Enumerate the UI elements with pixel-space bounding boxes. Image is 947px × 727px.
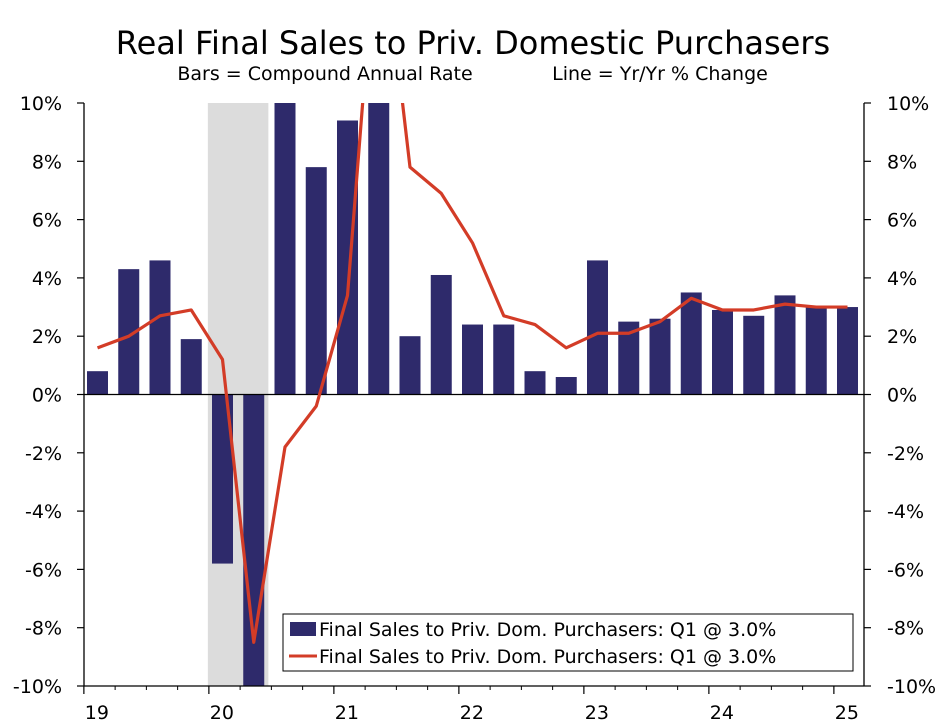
legend-bar-label: Final Sales to Priv. Dom. Purchasers: Q1… bbox=[319, 619, 776, 641]
bar-2023Q2 bbox=[618, 321, 640, 395]
y-tick-label-left: 10% bbox=[20, 93, 62, 115]
bar-2024Q1 bbox=[712, 309, 733, 395]
bar-2020Q1 bbox=[212, 394, 233, 564]
y-tick-label-left: 0% bbox=[32, 385, 62, 407]
chart-subtitle-line: Line = Yr/Yr % Change bbox=[552, 63, 768, 85]
y-tick-label-right: -4% bbox=[887, 501, 924, 523]
x-tick-label: 25 bbox=[835, 702, 859, 724]
yoy-line bbox=[96, 103, 848, 644]
y-tick-label-right: 10% bbox=[887, 93, 929, 115]
bar-2024Q3 bbox=[774, 295, 796, 395]
y-tick-label-left: 8% bbox=[32, 151, 62, 173]
bar-2022Q2 bbox=[493, 324, 515, 395]
chart-title: Real Final Sales to Priv. Domestic Purch… bbox=[116, 24, 830, 62]
bar-2020Q4 bbox=[305, 167, 327, 395]
bar-2019Q4 bbox=[180, 339, 202, 395]
y-tick-label-right: 6% bbox=[887, 210, 917, 232]
y-tick-label-left: 6% bbox=[32, 210, 62, 232]
x-tick-label: 24 bbox=[710, 702, 734, 724]
bar-2019Q2 bbox=[118, 269, 140, 395]
bar-2025Q1 bbox=[837, 307, 858, 395]
y-tick-label-right: 4% bbox=[887, 268, 917, 290]
y-tick-label-right: -8% bbox=[887, 618, 924, 640]
x-tick-label: 22 bbox=[460, 702, 484, 724]
y-tick-label-left: -10% bbox=[13, 676, 62, 698]
bar-2023Q4 bbox=[680, 292, 702, 395]
y-tick-label-left: -2% bbox=[25, 443, 62, 465]
y-tick-label-left: -8% bbox=[25, 618, 62, 640]
y-tick-label-left: 2% bbox=[32, 326, 62, 348]
y-tick-label-right: -6% bbox=[887, 559, 924, 581]
bar-2024Q4 bbox=[805, 307, 827, 395]
bar-2021Q2 bbox=[368, 103, 390, 395]
bar-2024Q2 bbox=[743, 315, 765, 395]
bar-2021Q4 bbox=[430, 274, 452, 395]
y-tick-label-right: -2% bbox=[887, 443, 924, 465]
legend: Final Sales to Priv. Dom. Purchasers: Q1… bbox=[282, 613, 854, 672]
bar-2019Q1 bbox=[87, 371, 108, 395]
bar-2021Q1 bbox=[337, 120, 358, 395]
x-tick-label: 23 bbox=[585, 702, 609, 724]
legend-box bbox=[282, 613, 854, 672]
y-tick-label-left: -4% bbox=[25, 501, 62, 523]
y-tick-label-right: 2% bbox=[887, 326, 917, 348]
x-tick-label: 19 bbox=[85, 702, 109, 724]
x-tick-label: 20 bbox=[210, 702, 234, 724]
y-tick-label-right: 0% bbox=[887, 385, 917, 407]
bar-2023Q3 bbox=[649, 318, 671, 395]
bar-2022Q1 bbox=[462, 324, 483, 395]
bar-2022Q3 bbox=[524, 371, 546, 395]
legend-bar-swatch bbox=[290, 622, 316, 636]
bar-2022Q4 bbox=[555, 377, 577, 395]
bar-2020Q3 bbox=[274, 103, 296, 395]
bar-2020Q2 bbox=[243, 394, 265, 686]
chart-subtitle-bars: Bars = Compound Annual Rate bbox=[177, 63, 472, 85]
y-tick-label-right: 8% bbox=[887, 151, 917, 173]
y-tick-label-left: -6% bbox=[25, 559, 62, 581]
legend-line-label: Final Sales to Priv. Dom. Purchasers: Q1… bbox=[319, 646, 776, 668]
bar-2019Q3 bbox=[149, 260, 171, 395]
x-tick-label: 21 bbox=[335, 702, 359, 724]
y-tick-label-left: 4% bbox=[32, 268, 62, 290]
bar-2023Q1 bbox=[587, 260, 608, 395]
bar-2021Q3 bbox=[399, 336, 421, 395]
y-tick-label-right: -10% bbox=[887, 676, 936, 698]
